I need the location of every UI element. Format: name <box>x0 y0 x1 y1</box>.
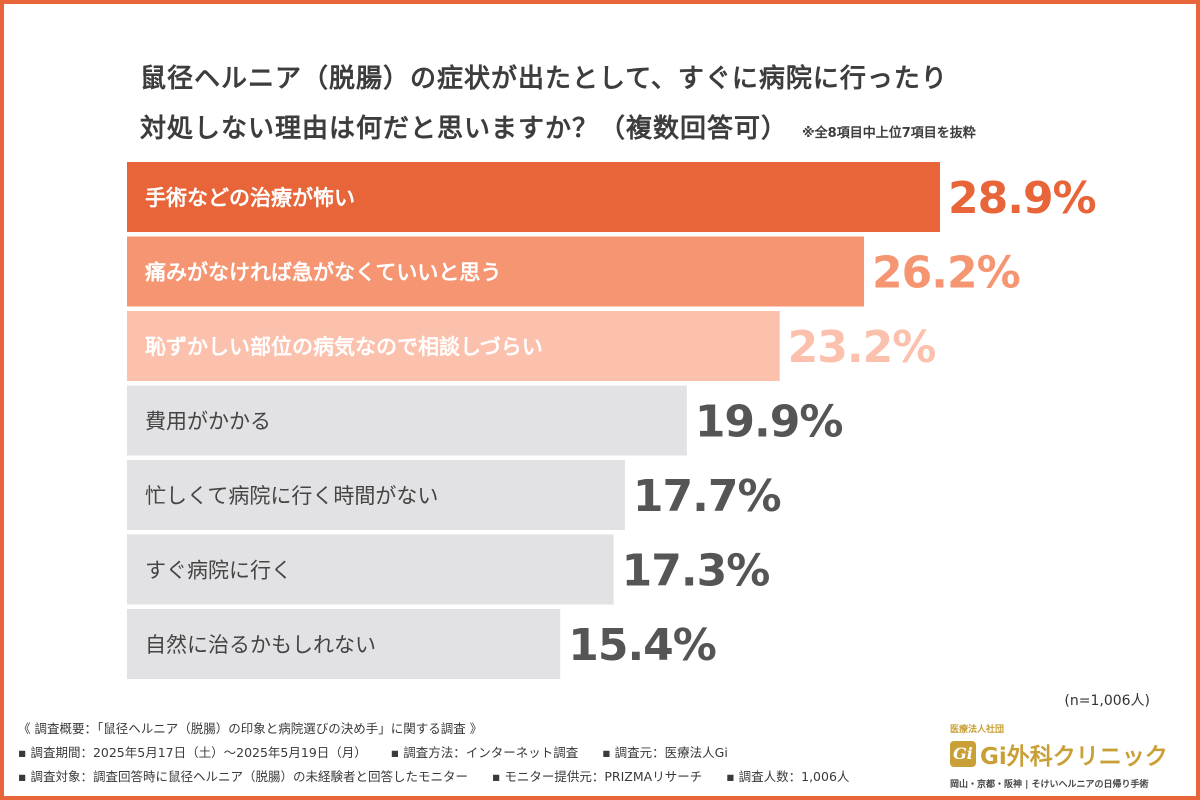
sample-size-label: (n=1,006人) <box>1064 693 1150 709</box>
bar-value-6: 17.3% <box>622 546 770 597</box>
clinic-logo: 医療法人社団 Gi Gi外科クリニック 岡山・京都・阪神 | そけいヘルニアの日… <box>950 722 1190 790</box>
bar-label-7: 自然に治るかもしれない <box>145 633 376 657</box>
bar-value-2: 26.2% <box>872 248 1020 299</box>
title-line-1: 鼠径ヘルニア（脱腸）の症状が出たとして、すぐに病院に行ったり <box>140 64 948 94</box>
bar-label-5: 忙しくて病院に行く時間がない <box>145 484 438 508</box>
footer-heading: 《 調査概要：「鼠径ヘルニア（脱腸）の印象と病院選びの決め手」に関する調査 》 <box>18 721 483 736</box>
bar-2 <box>127 236 865 307</box>
bar-6 <box>127 534 614 605</box>
footer-row-3: ▪ 調査対象：調査回答時に鼠径ヘルニア（脱腸）の未経験者と回答したモニター ▪ … <box>18 765 869 789</box>
bar-label-2: 痛みがなければ急がなくていいと思う <box>145 261 501 285</box>
chart-title: 鼠径ヘルニア（脱腸）の症状が出たとして、すぐに病院に行ったり 対処しない理由は何… <box>140 54 976 159</box>
bar-value-3: 23.2% <box>788 322 936 373</box>
title-line-2-text: 対処しない理由は何だと思いますか？（複数回答可） <box>140 114 789 144</box>
bar-3 <box>127 311 780 381</box>
bar-label-1: 手術などの治療が怖い <box>145 186 355 210</box>
logo-mark-icon: Gi <box>950 741 976 767</box>
bar-value-7: 15.4% <box>568 620 716 671</box>
footer-count: ▪ 調査人数：1,006人 <box>726 769 850 784</box>
title-line-2: 対処しない理由は何だと思いますか？（複数回答可） ※全8項目中上位7項目を抜粋 <box>140 104 976 159</box>
logo-tagline: 岡山・京都・阪神 | そけいヘルニアの日帰り手術 <box>950 780 1149 790</box>
footer-row-2: ▪ 調査期間：2025年5月17日（土）〜2025年5月19日（月） ▪ 調査方… <box>18 741 869 765</box>
logo-corp-text: 医療法人社団 <box>950 725 1005 735</box>
bar-label-4: 費用がかかる <box>145 410 271 434</box>
bar-4 <box>127 385 687 456</box>
footer-provider: ▪ モニター提供元：PRIZMAリサーチ <box>491 769 703 784</box>
footer-method: ▪ 調査方法：インターネット調査 <box>390 745 579 760</box>
bar-label-6: すぐ病院に行く <box>145 559 292 583</box>
logo-name: Gi外科クリニック <box>980 744 1168 770</box>
survey-footer: 《 調査概要：「鼠径ヘルニア（脱腸）の印象と病院選びの決め手」に関する調査 》 … <box>18 717 869 789</box>
bar-value-1: 28.9% <box>948 173 1096 224</box>
footer-period: ▪ 調査期間：2025年5月17日（土）〜2025年5月19日（月） <box>18 745 367 760</box>
bar-label-3: 恥ずかしい部位の病気なので相談しづらい <box>145 335 543 359</box>
title-note: ※全8項目中上位7項目を抜粋 <box>802 126 976 141</box>
bar-1 <box>127 162 940 232</box>
bar-7 <box>127 609 561 679</box>
logo-name-row: Gi Gi外科クリニック <box>950 737 1190 771</box>
bar-value-4: 19.9% <box>695 397 843 448</box>
bar-5 <box>127 460 625 530</box>
bar-value-5: 17.7% <box>633 471 781 522</box>
footer-source: ▪ 調査元：医療法人Gi <box>602 745 728 760</box>
footer-target: ▪ 調査対象：調査回答時に鼠径ヘルニア（脱腸）の未経験者と回答したモニター <box>18 769 468 784</box>
